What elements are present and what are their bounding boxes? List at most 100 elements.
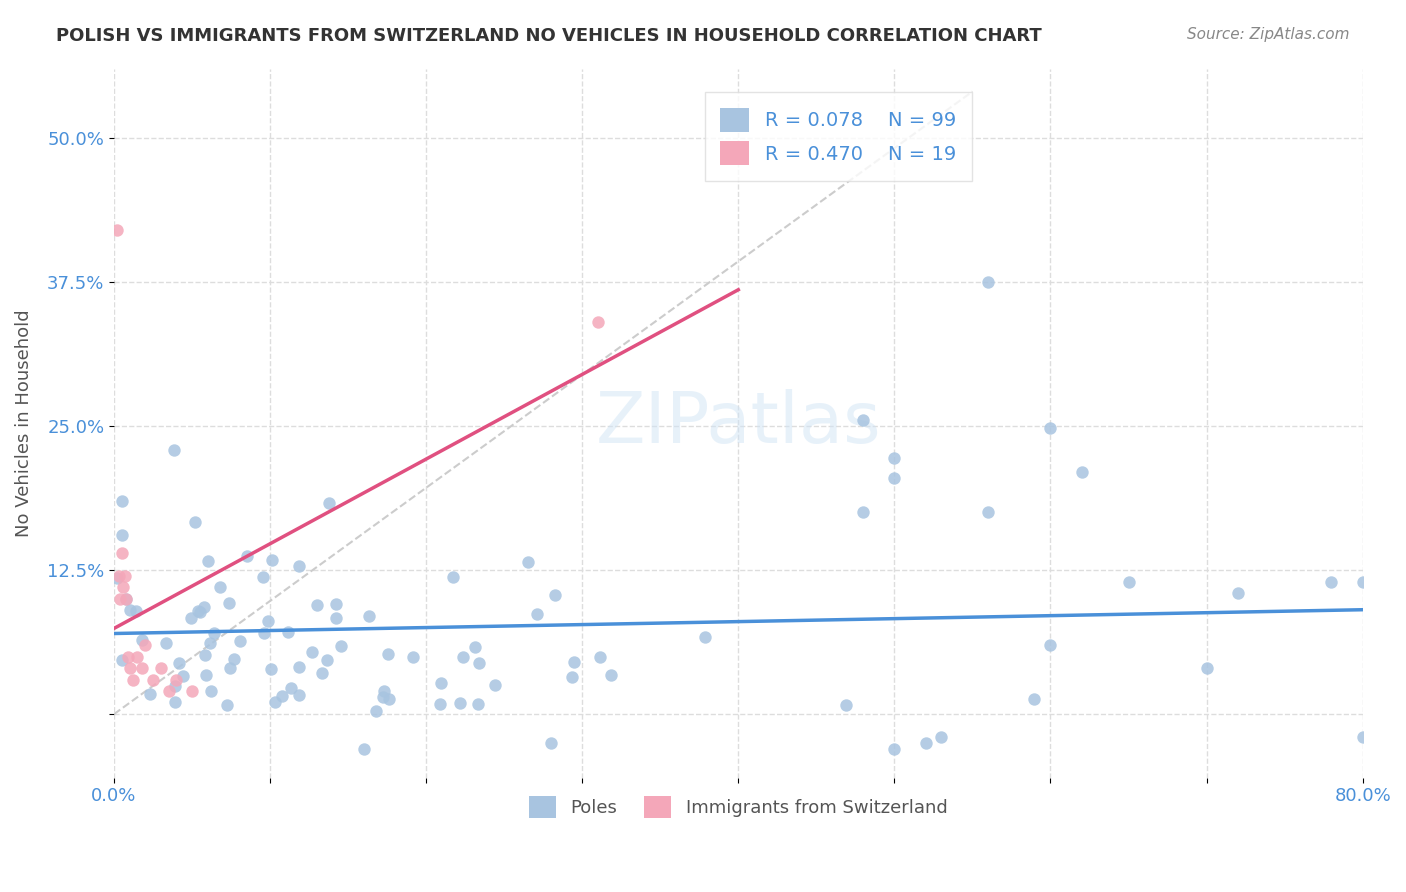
Point bbox=[1039, 638, 1062, 652]
Point bbox=[600, 668, 623, 682]
Point bbox=[111, 528, 134, 542]
Point bbox=[467, 697, 489, 711]
Point bbox=[1039, 421, 1062, 435]
Point bbox=[115, 591, 138, 606]
Point bbox=[280, 681, 302, 695]
Point bbox=[883, 451, 905, 466]
Point bbox=[118, 603, 141, 617]
Point bbox=[208, 581, 231, 595]
Point bbox=[149, 661, 172, 675]
Point bbox=[464, 640, 486, 654]
Point bbox=[450, 696, 472, 710]
Point bbox=[163, 442, 186, 457]
Point bbox=[131, 632, 153, 647]
Point bbox=[197, 554, 219, 568]
Point bbox=[325, 597, 347, 611]
Point bbox=[188, 605, 211, 619]
Point bbox=[835, 698, 858, 713]
Point bbox=[125, 604, 148, 618]
Point bbox=[187, 604, 209, 618]
Point bbox=[883, 471, 905, 485]
Point bbox=[517, 555, 540, 569]
Point bbox=[252, 569, 274, 583]
Point bbox=[184, 515, 207, 529]
Point bbox=[977, 505, 1000, 519]
Point bbox=[467, 656, 489, 670]
Point bbox=[287, 559, 309, 574]
Point bbox=[257, 614, 280, 628]
Point bbox=[218, 596, 240, 610]
Point bbox=[215, 698, 238, 713]
Point bbox=[253, 626, 276, 640]
Point bbox=[270, 690, 292, 704]
Point bbox=[325, 611, 347, 625]
Text: POLISH VS IMMIGRANTS FROM SWITZERLAND NO VEHICLES IN HOUSEHOLD CORRELATION CHART: POLISH VS IMMIGRANTS FROM SWITZERLAND NO… bbox=[56, 27, 1042, 45]
Point bbox=[526, 607, 548, 621]
Point bbox=[693, 630, 716, 644]
Point bbox=[111, 653, 134, 667]
Text: ZIPatlas: ZIPatlas bbox=[596, 389, 882, 458]
Point bbox=[1320, 574, 1343, 589]
Point bbox=[288, 659, 311, 673]
Point bbox=[134, 638, 156, 652]
Point bbox=[561, 670, 583, 684]
Point bbox=[202, 625, 225, 640]
Point bbox=[929, 730, 952, 744]
Point bbox=[229, 633, 252, 648]
Point bbox=[373, 684, 395, 698]
Point bbox=[117, 649, 139, 664]
Y-axis label: No Vehicles in Household: No Vehicles in Household bbox=[15, 310, 32, 537]
Point bbox=[155, 635, 177, 649]
Point bbox=[224, 651, 246, 665]
Point bbox=[305, 598, 328, 612]
Point bbox=[1070, 465, 1092, 479]
Point bbox=[316, 653, 339, 667]
Point bbox=[287, 689, 309, 703]
Point bbox=[112, 580, 135, 594]
Point bbox=[262, 553, 284, 567]
Point bbox=[165, 673, 187, 687]
Point bbox=[172, 669, 194, 683]
Point bbox=[1351, 574, 1374, 589]
Point bbox=[105, 570, 128, 584]
Point bbox=[378, 692, 401, 706]
Point bbox=[139, 687, 162, 701]
Point bbox=[142, 673, 165, 687]
Point bbox=[163, 695, 186, 709]
Point bbox=[364, 704, 387, 718]
Point bbox=[157, 684, 180, 698]
Point bbox=[110, 591, 132, 606]
Point bbox=[1118, 574, 1140, 589]
Point bbox=[235, 549, 257, 563]
Point bbox=[1195, 661, 1218, 675]
Point bbox=[586, 315, 609, 329]
Point bbox=[371, 690, 394, 704]
Point bbox=[260, 662, 283, 676]
Point bbox=[977, 275, 1000, 289]
Point bbox=[430, 675, 453, 690]
Point bbox=[107, 569, 129, 583]
Point bbox=[198, 635, 221, 649]
Point bbox=[200, 684, 222, 698]
Point bbox=[357, 609, 380, 624]
Point bbox=[562, 656, 585, 670]
Point bbox=[914, 736, 936, 750]
Point bbox=[441, 570, 464, 584]
Point bbox=[353, 741, 375, 756]
Point bbox=[167, 657, 190, 671]
Point bbox=[181, 684, 204, 698]
Point bbox=[194, 668, 217, 682]
Point bbox=[301, 644, 323, 658]
Point bbox=[163, 679, 186, 693]
Point bbox=[402, 650, 425, 665]
Point bbox=[1351, 730, 1374, 744]
Point bbox=[330, 640, 353, 654]
Point bbox=[1024, 692, 1046, 706]
Point bbox=[277, 625, 299, 640]
Point bbox=[540, 736, 562, 750]
Point bbox=[194, 648, 217, 662]
Point bbox=[852, 413, 875, 427]
Point bbox=[111, 546, 134, 560]
Point bbox=[451, 649, 474, 664]
Point bbox=[852, 505, 875, 519]
